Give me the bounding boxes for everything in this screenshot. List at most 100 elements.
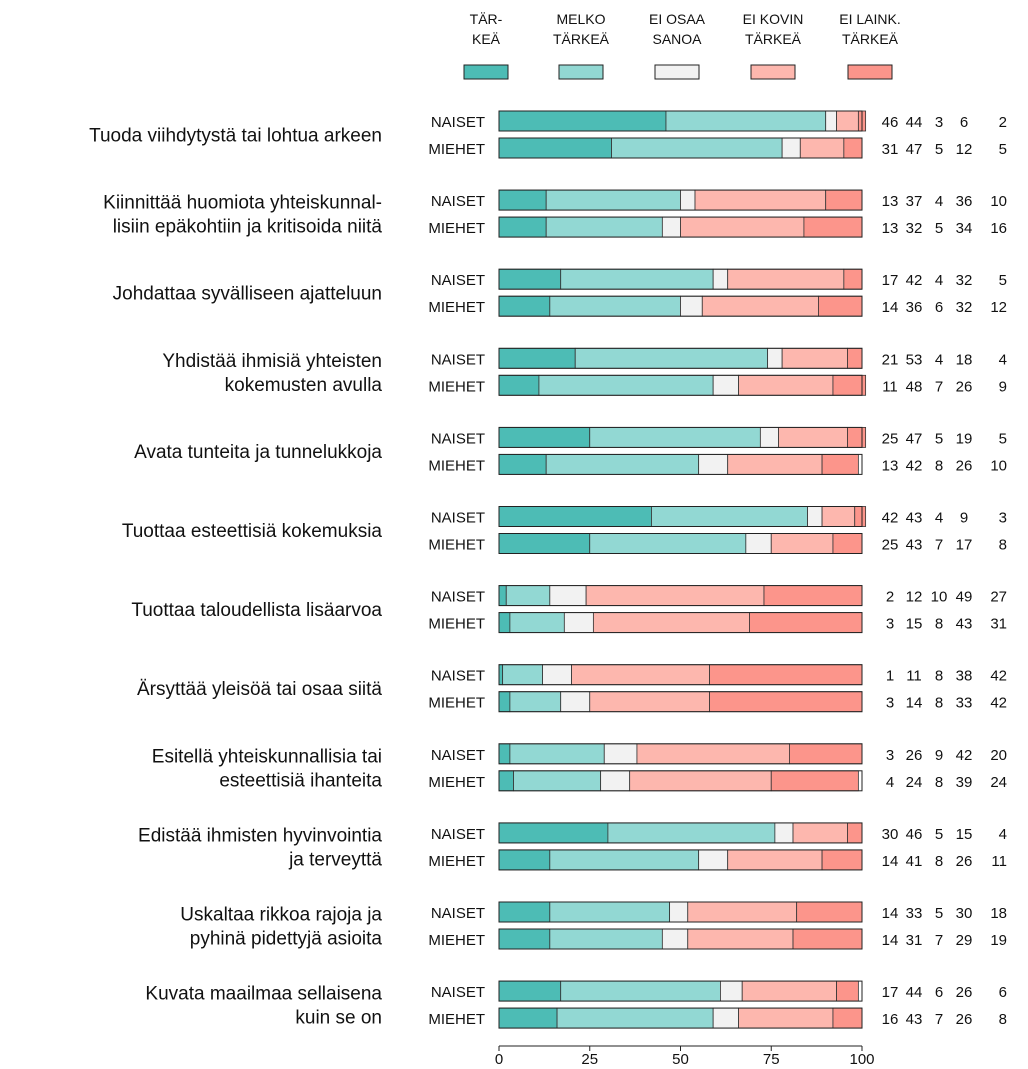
bar-segment-1-1-2 xyxy=(661,216,681,238)
bar-segment-11-0-1 xyxy=(560,980,721,1002)
legend-label-0-1: KEÄ xyxy=(472,31,501,47)
question-label-4-0: Avata tunteita ja tunnelukkoja xyxy=(134,442,382,463)
value-label-5-0-2: 4 xyxy=(935,510,943,527)
x-tick-label-4: 100 xyxy=(849,1051,874,1064)
bar-outline-8-1 xyxy=(498,770,863,792)
bar-outline-4-1 xyxy=(498,453,863,475)
value-label-8-1-4: 24 xyxy=(990,774,1007,791)
legend-label-1-0: MELKO xyxy=(556,11,605,27)
value-label-5-1-3: 17 xyxy=(956,537,973,554)
bar-segment-10-0-2 xyxy=(669,901,689,923)
bar-segment-10-0-3 xyxy=(687,901,798,923)
bar-segment-0-0-2 xyxy=(825,110,837,132)
bar-segment-5-0-0 xyxy=(498,506,652,527)
value-label-4-0-4: 5 xyxy=(999,430,1007,447)
bar-segment-11-1-1 xyxy=(556,1007,714,1029)
value-label-2-0-4: 5 xyxy=(999,272,1007,289)
bar-segment-6-1-3 xyxy=(592,612,750,633)
group-label-4-0: NAISET xyxy=(431,430,485,447)
bar-segment-8-1-1 xyxy=(513,770,602,792)
value-label-8-1-2: 8 xyxy=(935,774,943,791)
value-label-2-0-1: 42 xyxy=(906,272,923,289)
bar-segment-10-1-4 xyxy=(792,928,863,950)
value-label-9-1-0: 14 xyxy=(882,853,899,870)
bar-segment-9-1-3 xyxy=(727,849,823,871)
bar-segment-11-0-4 xyxy=(836,980,859,1002)
bar-segment-7-1-1 xyxy=(509,691,562,713)
group-label-4-1: MIEHET xyxy=(428,457,485,474)
value-label-11-1-2: 7 xyxy=(935,1011,943,1028)
value-label-5-0-4: 3 xyxy=(999,510,1007,527)
value-label-9-0-3: 15 xyxy=(956,826,973,843)
legend-label-4-0: EI LAINK. xyxy=(839,11,900,27)
value-label-3-1-0: 11 xyxy=(882,378,898,395)
question-label-8-0: Esitellä yhteiskunnallisia tai xyxy=(152,746,382,767)
group-label-6-0: NAISET xyxy=(431,589,485,606)
value-label-6-0-4: 27 xyxy=(990,589,1007,606)
value-label-1-0-3: 36 xyxy=(956,193,973,210)
bar-segment-10-1-2 xyxy=(661,928,689,950)
bar-segment-6-0-4 xyxy=(763,585,863,606)
question-label-8-1: esteettisiä ihanteita xyxy=(219,770,382,791)
group-label-3-1: MIEHET xyxy=(428,378,485,395)
bar-segment-7-1-4 xyxy=(709,691,863,713)
bar-segment-5-0-4 xyxy=(854,506,867,527)
bar-segment-3-1-1 xyxy=(538,374,714,396)
bar-segment-9-0-4 xyxy=(847,822,863,844)
bar-segment-10-0-1 xyxy=(549,901,671,923)
question-label-1-1: lisiin epäkohtiin ja kritisoida niitä xyxy=(113,217,383,238)
value-label-7-1-4: 42 xyxy=(990,695,1007,712)
x-tick-label-3: 75 xyxy=(763,1051,780,1064)
bar-segment-0-1-3 xyxy=(799,137,845,159)
value-label-8-0-0: 3 xyxy=(886,747,894,764)
bar-segment-5-1-0 xyxy=(498,533,591,554)
bar-outline-6-0 xyxy=(498,585,863,607)
bar-segment-4-0-2 xyxy=(759,426,779,448)
group-label-7-1: MIEHET xyxy=(428,695,485,712)
legend-label-3-0: EI KOVIN xyxy=(743,11,804,27)
value-label-10-1-3: 29 xyxy=(956,932,973,949)
bar-segment-1-1-1 xyxy=(545,216,663,238)
value-label-4-1-4: 10 xyxy=(990,457,1007,474)
question-label-7-0: Ärsyttää yleisöä tai osaa siitä xyxy=(137,679,382,700)
bar-segment-9-0-2 xyxy=(774,822,794,844)
bar-segment-6-1-0 xyxy=(498,612,511,633)
bar-outline-5-1 xyxy=(498,533,863,554)
group-label-3-0: NAISET xyxy=(431,351,485,368)
value-label-2-1-1: 36 xyxy=(906,299,923,316)
bar-segment-1-0-2 xyxy=(680,189,696,211)
bar-segment-10-0-0 xyxy=(498,901,551,923)
value-label-1-1-0: 13 xyxy=(882,220,899,237)
bar-segment-6-1-2 xyxy=(563,612,594,633)
bar-segment-5-1-3 xyxy=(770,533,834,554)
legend-swatch-2 xyxy=(654,64,700,80)
value-label-1-1-1: 32 xyxy=(906,220,923,237)
value-label-2-0-0: 17 xyxy=(882,272,899,289)
value-label-2-0-2: 4 xyxy=(935,272,943,289)
bar-segment-11-1-0 xyxy=(498,1007,558,1029)
bar-segment-4-1-2 xyxy=(698,453,729,475)
bar-segment-2-1-1 xyxy=(549,295,681,317)
value-label-5-1-0: 25 xyxy=(882,537,899,554)
bar-segment-1-0-4 xyxy=(825,189,863,211)
bar-outline-10-0 xyxy=(498,901,863,923)
bar-segment-4-1-0 xyxy=(498,453,547,475)
bar-segment-8-0-4 xyxy=(789,743,863,765)
bar-segment-8-0-1 xyxy=(509,743,605,765)
value-label-1-0-2: 4 xyxy=(935,193,943,210)
value-label-6-0-1: 12 xyxy=(906,589,923,606)
value-label-10-0-4: 18 xyxy=(990,905,1007,922)
legend-swatch-4 xyxy=(847,64,893,80)
value-label-0-0-4: 2 xyxy=(999,114,1007,131)
value-label-0-0-3: 6 xyxy=(960,114,968,131)
x-tick-label-2: 50 xyxy=(672,1051,689,1064)
bar-segment-2-1-4 xyxy=(818,295,863,317)
bar-outline-10-1 xyxy=(498,928,863,950)
value-label-0-1-1: 47 xyxy=(906,141,923,158)
value-label-2-1-0: 14 xyxy=(882,299,899,316)
bar-segment-10-1-1 xyxy=(549,928,663,950)
value-label-8-1-0: 4 xyxy=(886,774,894,791)
value-label-5-1-2: 7 xyxy=(935,537,943,554)
bar-segment-7-0-1 xyxy=(502,664,543,686)
value-label-1-1-2: 5 xyxy=(935,220,943,237)
